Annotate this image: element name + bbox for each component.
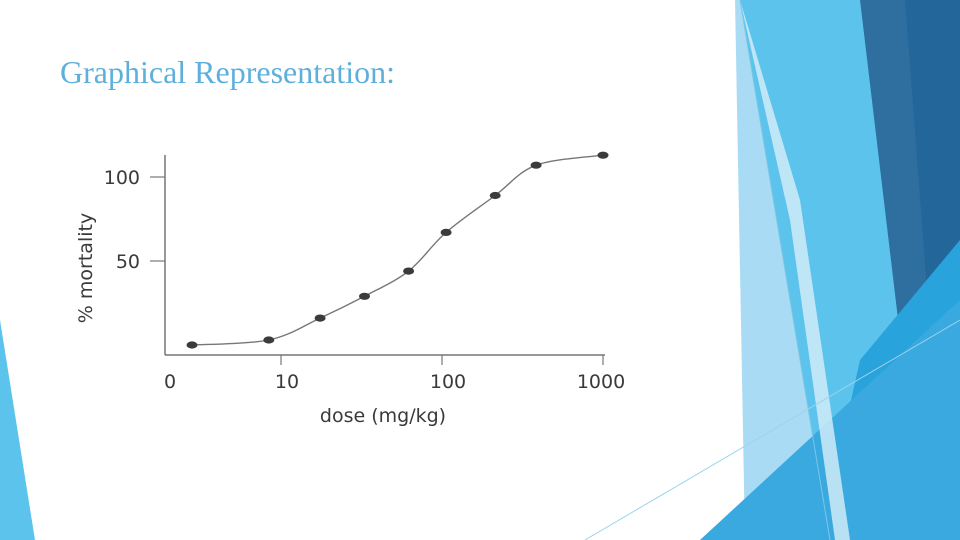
bg-shape-left-edge [0,320,35,540]
x-tick-label: 10 [275,371,299,393]
bg-shape-navy-2 [905,0,960,330]
chart-axes [150,155,605,365]
data-point-7 [530,161,542,169]
y-tick-label: 100 [104,167,140,189]
data-point-8 [597,151,609,159]
x-tick-label: 1000 [577,371,625,393]
slide-title: Graphical Representation: [60,54,395,90]
data-point-3 [359,292,370,300]
y-axis-label: % mortality [75,213,97,323]
x-tick-label: 100 [430,371,466,393]
x-tick-label: 0 [164,371,176,393]
bg-line-2 [584,319,960,540]
data-point-4 [403,267,415,275]
series-points [186,151,609,349]
x-axis-label: dose (mg/kg) [320,405,446,427]
bg-line-1 [739,0,831,540]
y-tick-label: 50 [116,251,140,273]
data-point-0 [186,341,198,349]
series-curve [191,154,604,346]
data-point-1 [263,336,275,344]
data-point-5 [440,228,452,236]
bg-shape-white-sliver [740,0,850,540]
data-point-6 [489,191,501,200]
data-point-2 [314,314,326,322]
chart-labels: 100 50 0 10 100 1000 dose (mg/kg) % mortality [75,167,625,427]
